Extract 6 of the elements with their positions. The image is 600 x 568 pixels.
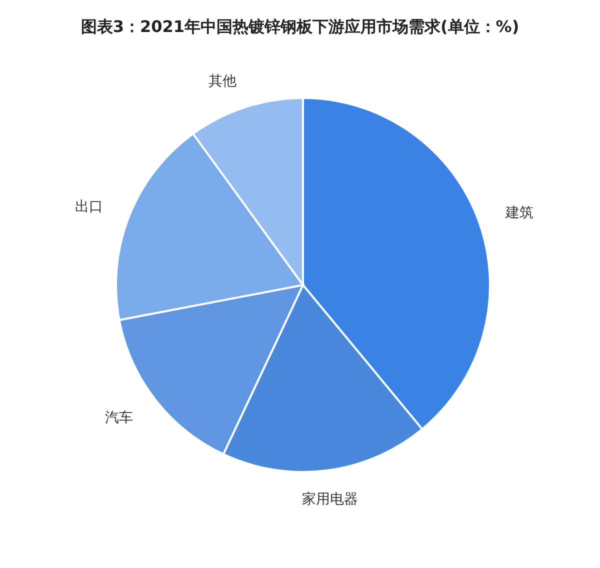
chart-title: 图表3：2021年中国热镀锌钢板下游应用市场需求(单位：%): [80, 17, 520, 36]
slice-label: 出口: [75, 198, 104, 215]
slice-label: 建筑: [504, 205, 534, 222]
slice-label: 汽车: [105, 410, 134, 426]
slice-label: 家用电器: [302, 491, 358, 508]
slice-label: 其他: [208, 74, 237, 90]
